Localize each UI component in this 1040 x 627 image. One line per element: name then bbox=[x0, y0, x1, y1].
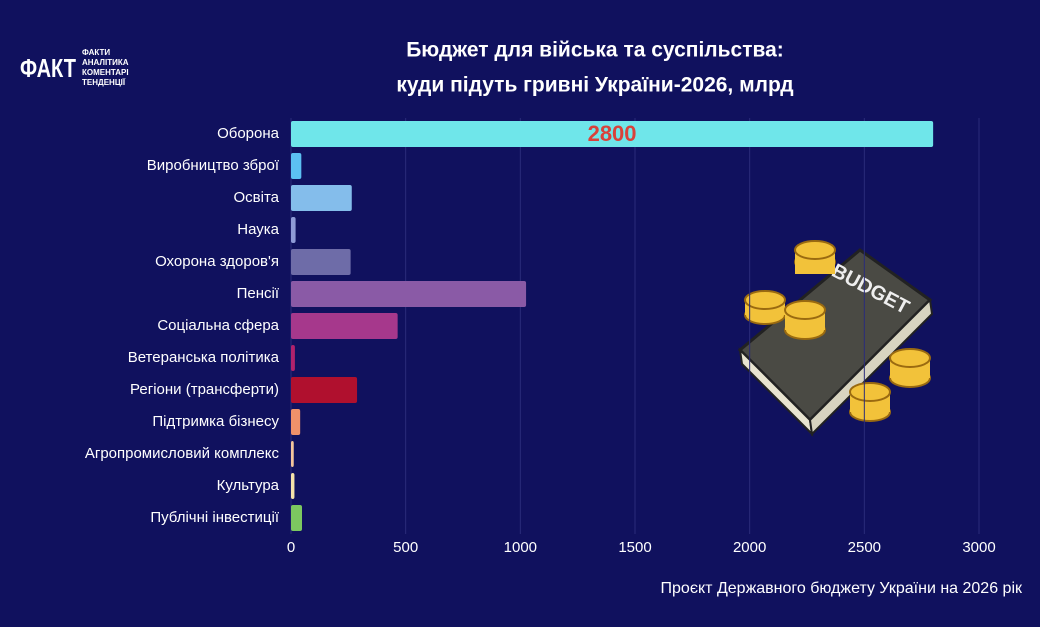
x-tick-label: 2500 bbox=[848, 539, 881, 556]
y-tick-label: Охорона здоров'я bbox=[155, 253, 279, 270]
y-tick-label: Освіта bbox=[233, 189, 279, 206]
bar bbox=[291, 409, 301, 435]
source-note: Проєкт Державного бюджету України на 202… bbox=[661, 580, 1023, 597]
bar bbox=[291, 153, 302, 179]
x-tick-label: 1500 bbox=[618, 539, 651, 556]
bar bbox=[291, 121, 934, 147]
y-tick-label: Оборона bbox=[217, 125, 280, 142]
x-tick-label: 3000 bbox=[962, 539, 995, 556]
y-tick-label: Регіони (трансферти) bbox=[130, 381, 279, 398]
y-tick-label: Пенсії bbox=[237, 285, 280, 302]
y-tick-label: Підтримка бізнесу bbox=[152, 413, 279, 430]
bar bbox=[291, 473, 295, 499]
bar bbox=[291, 217, 296, 243]
logo-line: КОМЕНТАРІ bbox=[82, 68, 129, 77]
bar bbox=[291, 313, 398, 339]
x-tick-label: 2000 bbox=[733, 539, 766, 556]
chart-title: куди підуть гривні України-2026, млрд bbox=[396, 74, 793, 97]
y-tick-label: Виробництво зброї bbox=[147, 157, 280, 174]
y-tick-label: Публічні інвестиції bbox=[150, 509, 279, 526]
y-tick-label: Агропромисловий комплекс bbox=[85, 445, 280, 462]
data-label: 2800 bbox=[588, 121, 637, 146]
y-tick-label: Ветеранська політика bbox=[128, 349, 280, 366]
bar bbox=[291, 377, 358, 403]
bar bbox=[291, 249, 351, 275]
logo-line: ТЕНДЕНЦІЇ bbox=[82, 78, 126, 87]
logo-mark: ФАКТ bbox=[20, 53, 76, 83]
logo-line: АНАЛІТИКА bbox=[82, 58, 129, 67]
logo-line: ФАКТИ bbox=[82, 48, 110, 57]
bar bbox=[291, 505, 303, 531]
y-tick-label: Соціальна сфера bbox=[157, 317, 279, 334]
y-tick-label: Наука bbox=[237, 221, 279, 238]
bar bbox=[291, 441, 294, 467]
y-tick-label: Культура bbox=[217, 477, 280, 494]
bar bbox=[291, 281, 527, 307]
bar bbox=[291, 345, 295, 371]
x-tick-label: 1000 bbox=[504, 539, 537, 556]
bar bbox=[291, 185, 352, 211]
chart-title: Бюджет для війська та суспільства: bbox=[406, 39, 784, 62]
x-tick-label: 500 bbox=[393, 539, 418, 556]
x-tick-label: 0 bbox=[287, 539, 295, 556]
